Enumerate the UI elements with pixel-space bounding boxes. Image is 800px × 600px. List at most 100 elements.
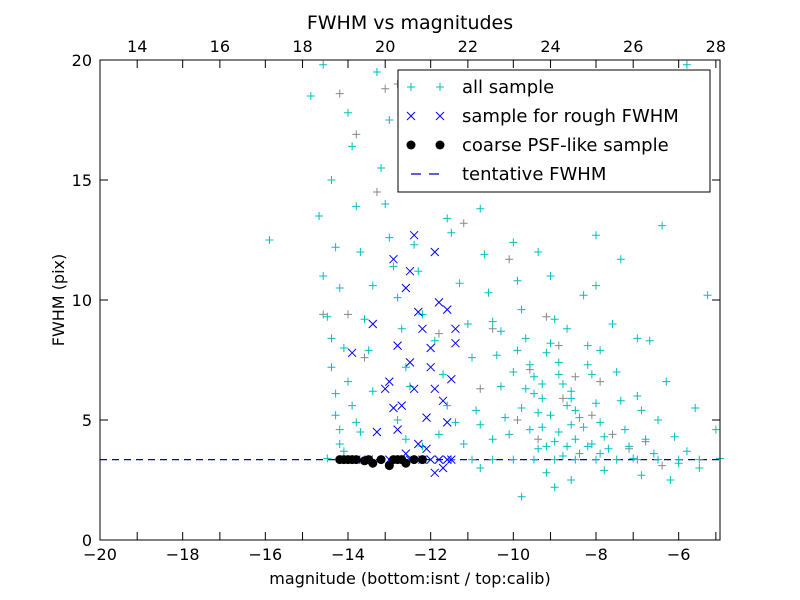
data-point [397,324,406,333]
data-point [446,374,456,384]
top-x-tick-label: 18 [292,37,312,56]
x-tick-label: −18 [166,545,200,564]
data-point [658,221,667,230]
legend-box [397,69,711,193]
x-axis-label: magnitude (bottom:isnt / top:calib) [269,569,550,588]
data-point [356,428,365,436]
data-point [612,368,621,376]
data-point [381,84,390,93]
data-point [422,444,431,454]
x-tick-label: −16 [248,545,282,564]
data-point [347,348,357,358]
data-point [430,384,440,394]
data-point [550,437,559,446]
data-point [381,200,390,208]
data-point [596,346,605,355]
data-point [583,341,592,350]
plot-marks [100,60,724,501]
data-point [335,284,344,292]
data-point [554,341,563,350]
data-point [608,430,617,439]
data-point [352,130,361,139]
data-point [344,377,352,386]
data-point [410,240,419,249]
data-point [339,447,348,456]
data-point [468,353,476,362]
data-point [517,404,526,412]
data-point [352,418,361,427]
data-point [534,435,543,444]
data-point [567,394,576,403]
data-point [521,384,530,393]
data-point [459,440,468,448]
data-point [703,291,712,300]
data-point [335,440,344,448]
data-point [393,425,402,434]
data-point [558,394,567,403]
data-point [596,418,605,427]
data-point [517,492,526,501]
data-point [393,455,403,465]
data-point [682,60,691,69]
legend-marker [407,83,415,91]
data-point [348,142,357,151]
data-point [583,360,592,369]
data-point [319,272,328,280]
data-point [662,377,671,386]
legend-item: sample for rough FWHM [406,106,679,127]
data-point [509,238,518,247]
data-point [567,387,576,396]
data-point [389,262,398,271]
data-point [583,442,592,451]
x-tick-label: −6 [667,545,691,564]
data-point [339,455,349,465]
data-point [554,428,563,436]
legend-marker [435,140,445,150]
data-point [434,298,444,307]
data-point [417,455,427,465]
legend: all sample sample for rough FWHM coarse PS… [397,69,711,193]
chart-title: FWHM vs magnitudes [307,12,513,34]
data-point [546,339,555,348]
data-point [364,346,373,355]
data-point [534,408,543,417]
data-point [579,291,588,300]
data-point [637,471,646,480]
data-point [596,377,605,386]
data-point [364,455,374,465]
top-x-tick-label: 20 [375,37,395,56]
data-point [513,276,522,285]
legend-marker [406,111,416,121]
y-axis-label: FWHM (pix) [49,254,68,347]
data-point [530,455,538,464]
data-point [654,455,662,464]
data-point [344,108,352,117]
data-point [376,455,386,465]
y-tick-label: 5 [82,411,92,430]
data-point [347,455,357,465]
x-tick-label: −14 [331,545,365,564]
series-coarse-psf-like-sample [335,455,427,471]
data-point [476,204,485,213]
data-point [513,346,522,355]
data-point [356,248,365,256]
data-point [418,324,427,334]
data-point [563,442,572,451]
top-x-tick-label: 22 [458,37,478,56]
data-point [335,89,344,98]
data-point [348,401,357,410]
data-point [567,420,576,429]
series-other-sample [319,80,667,470]
axis-ticks: −20 −18 −16 −14 −12 −10 −8 −6 14 16 18 20 22 24 26 28 0 5… [72,37,726,564]
data-point [682,447,691,456]
legend-item: tentative FWHM [411,164,606,185]
data-point [442,455,452,464]
data-point [451,338,460,348]
data-point [442,418,452,427]
data-point [525,360,534,369]
data-point [530,372,538,381]
data-point [385,116,394,124]
data-point [384,377,394,386]
data-point [409,455,419,465]
